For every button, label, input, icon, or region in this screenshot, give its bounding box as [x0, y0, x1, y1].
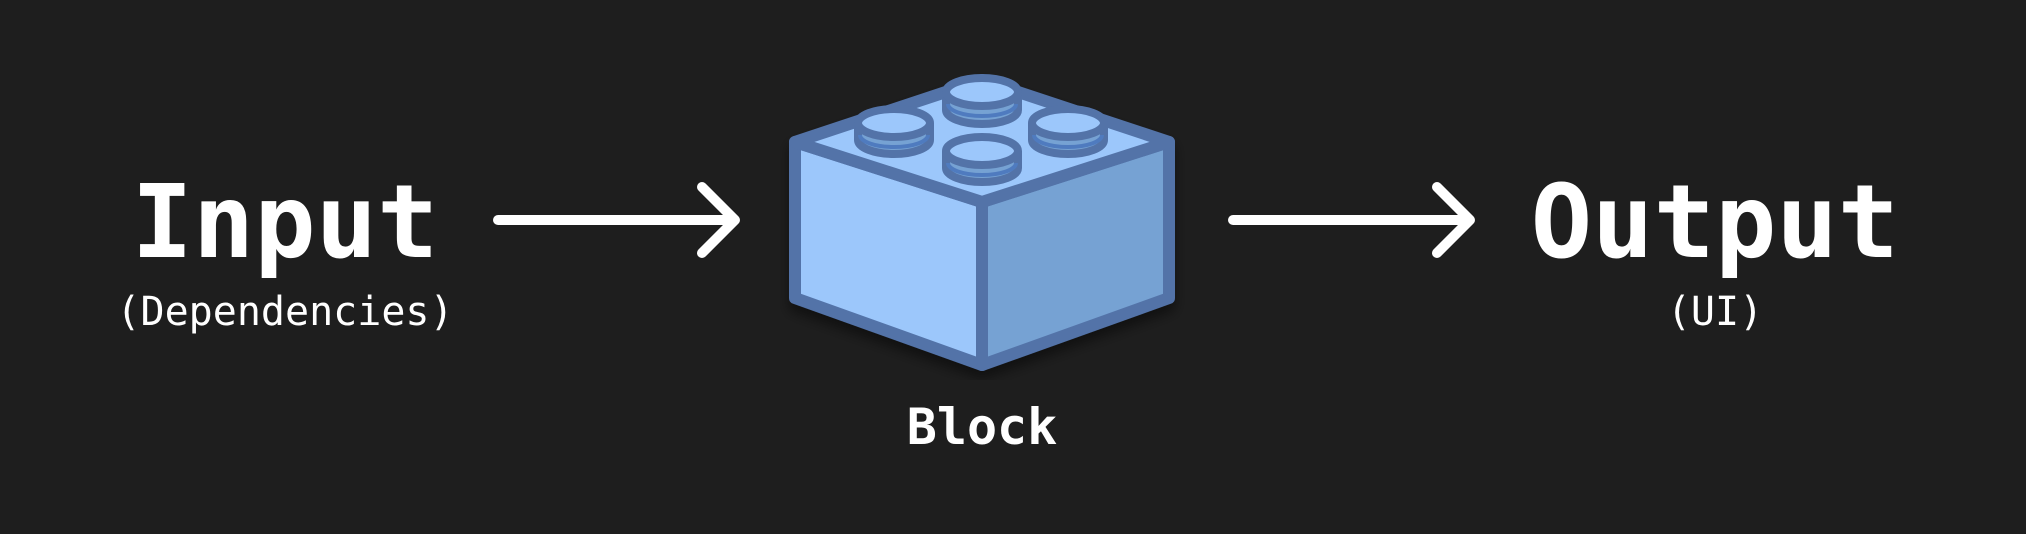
stud-left [854, 105, 934, 158]
arrow-right-icon [493, 182, 740, 258]
stud-front [942, 133, 1022, 186]
input-subtitle: (Dependencies) [116, 289, 454, 335]
output-subtitle: (UI) [1666, 289, 1764, 335]
stud-top [942, 74, 1022, 128]
lego-block-icon [789, 74, 1175, 371]
arrow-right-icon [1228, 182, 1475, 258]
output-title: Output [1530, 163, 1900, 282]
stud-right [1028, 105, 1108, 158]
input-title: Input [131, 163, 439, 282]
block-label: Block [906, 398, 1058, 456]
